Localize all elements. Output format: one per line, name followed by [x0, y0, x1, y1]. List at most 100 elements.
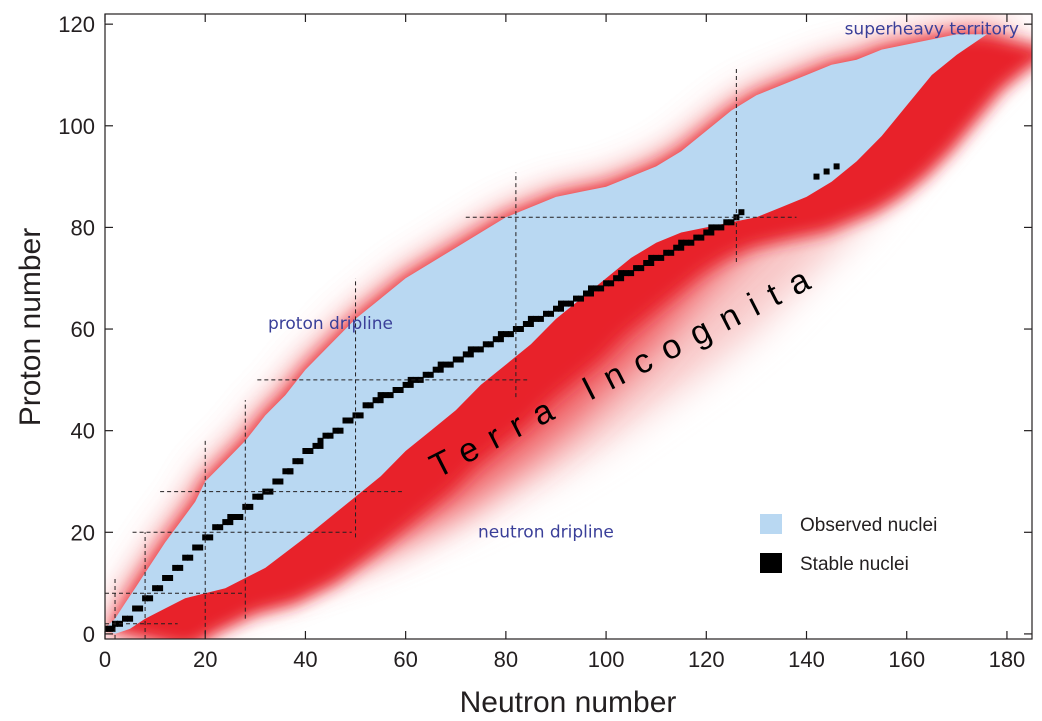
stable-nucleus [683, 239, 690, 246]
stable-nucleus [723, 219, 730, 226]
stable-nucleus [142, 595, 149, 602]
stable-nucleus [167, 575, 174, 581]
stable-nucleus [678, 239, 685, 246]
stable-nucleus [623, 270, 630, 277]
stable-nucleus [217, 524, 224, 531]
stable-nucleus [497, 336, 504, 343]
stable-nucleus [312, 442, 319, 449]
stable-nucleus [668, 249, 675, 256]
stable-nucleus [497, 331, 504, 338]
stable-nucleus [317, 437, 324, 444]
stable-nucleus [182, 554, 189, 561]
x-axis-ticks: 0 20 40 60 80 100 120 140 160 180 [99, 14, 1025, 672]
stable-nucleus [447, 361, 454, 368]
stable-nucleus [172, 564, 179, 571]
stable-nucleus [638, 265, 645, 272]
stable-nucleus [522, 321, 529, 327]
stable-nucleus [643, 260, 650, 266]
stable-nucleus [593, 285, 600, 292]
y-tick-label: 0 [83, 622, 95, 647]
stable-nucleus [432, 366, 439, 373]
stable-nucleus [532, 315, 539, 322]
stable-nucleus [302, 448, 309, 454]
x-tick-label: 20 [193, 647, 217, 672]
stable-nucleus [162, 575, 169, 581]
stable-nucleus [407, 376, 414, 383]
stable-nucleus [512, 326, 519, 332]
stable-nucleus [122, 615, 128, 622]
stable-nucleus [693, 234, 700, 241]
stable-nucleus [207, 534, 214, 541]
stable-nucleus [472, 346, 479, 353]
stable-nucleus [703, 229, 710, 236]
stable-nucleus [633, 265, 640, 272]
x-tick-label: 120 [688, 647, 725, 672]
stable-nucleus [618, 275, 625, 282]
stable-nucleus [237, 514, 244, 520]
y-axis-ticks: 0 20 40 60 80 100 120 [58, 12, 1032, 647]
stable-nucleus [598, 285, 605, 292]
stable-nucleus [658, 254, 665, 261]
stable-nucleus [372, 397, 379, 404]
stable-nucleus [823, 168, 830, 175]
y-axis-title: Proton number [14, 228, 47, 426]
stable-nucleus [227, 519, 234, 526]
stable-nucleus [272, 478, 279, 485]
stable-nucleus [527, 321, 534, 327]
stable-nucleus [242, 503, 249, 510]
stable-nucleus [357, 412, 364, 419]
stable-nucleus [482, 341, 489, 348]
stable-nucleus [678, 244, 685, 251]
stable-nucleus [708, 229, 715, 236]
y-tick-label: 80 [71, 215, 95, 240]
stable-nucleus [317, 442, 324, 449]
y-tick-label: 40 [71, 419, 95, 444]
stable-nucleus [177, 564, 184, 571]
stable-nucleus [109, 625, 116, 632]
stable-nucleus [698, 234, 705, 241]
annotation-neutron-dripline: neutron dripline [478, 522, 614, 542]
stable-nucleus [157, 585, 164, 592]
stable-nucleus [202, 534, 209, 541]
stable-nucleus [537, 315, 544, 322]
stable-nucleus [608, 280, 615, 287]
stable-nucleus [467, 351, 474, 358]
stable-nucleus [307, 448, 314, 454]
stable-nucleus [713, 224, 720, 231]
stable-nucleus [282, 468, 289, 475]
stable-nucleus [412, 376, 419, 383]
stable-nucleus [297, 458, 304, 465]
stable-nucleus [618, 270, 625, 277]
x-tick-label: 80 [494, 647, 518, 672]
stable-nucleus [613, 275, 620, 282]
stable-nucleus [197, 544, 204, 551]
stable-nucleus [292, 458, 299, 465]
stable-nucleus [397, 387, 404, 393]
stable-nucleus [568, 300, 574, 307]
stable-nucleus [247, 503, 254, 510]
stable-nucleus [502, 331, 509, 338]
stable-nucleus [137, 605, 144, 612]
stable-nucleus [267, 488, 274, 495]
stable-nucleus [342, 417, 349, 424]
stable-nucleus [212, 524, 219, 531]
stable-nucleus [227, 514, 234, 520]
stable-nucleus [728, 219, 735, 226]
stable-nucleus [578, 295, 584, 302]
plot-frame [104, 13, 1033, 640]
legend: Observed nuclei Stable nuclei [760, 514, 937, 575]
stable-nucleus [527, 315, 534, 322]
y-tick-label: 20 [71, 520, 95, 545]
stable-nucleus [377, 397, 384, 404]
stable-nucleus [437, 361, 444, 368]
stable-nucleus [588, 290, 594, 297]
stable-nucleus [507, 331, 514, 338]
stable-nucleus [382, 392, 389, 399]
stable-nucleus [477, 346, 484, 353]
stable-nucleus [688, 239, 695, 246]
stable-nucleus [648, 260, 655, 266]
stable-nucleus [132, 605, 139, 612]
stable-nucleus [588, 285, 594, 292]
stable-nucleus [332, 427, 339, 434]
stable-nucleus [392, 387, 399, 393]
